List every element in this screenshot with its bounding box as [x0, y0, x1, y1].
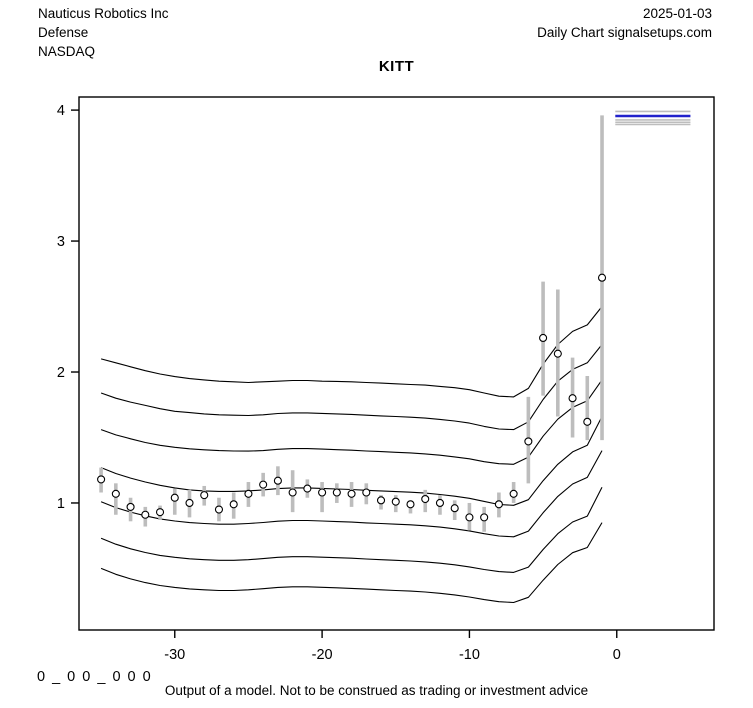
plot-border — [78, 96, 715, 631]
close-price-marker — [170, 493, 179, 502]
disclaimer-text: Output of a model. Not to be construed a… — [164, 683, 589, 698]
x-tick-label: -30 — [164, 647, 185, 663]
close-price-marker — [553, 349, 562, 358]
close-price-marker — [391, 497, 400, 506]
close-price-marker — [318, 488, 327, 497]
close-price-marker — [200, 491, 209, 500]
close-price-marker — [97, 475, 106, 484]
close-price-marker — [244, 489, 253, 498]
close-price-marker — [347, 489, 356, 498]
close-price-marker — [126, 502, 135, 511]
close-price-marker — [435, 498, 445, 508]
close-price-marker — [185, 498, 194, 508]
ticker-title: KITT — [378, 58, 415, 75]
quantile-curve-q-lower-1 — [100, 450, 603, 538]
close-price-marker — [214, 505, 224, 514]
quantile-curve-q-lower-2 — [100, 487, 603, 573]
close-price-marker — [229, 500, 238, 509]
close-price-marker — [509, 489, 518, 498]
close-price-marker — [332, 488, 341, 497]
close-price-marker — [406, 500, 415, 509]
y-tick-label: 2 — [57, 365, 65, 381]
close-price-marker — [421, 494, 430, 504]
quantile-curve-q-upper-1 — [100, 379, 603, 465]
close-price-marker — [362, 488, 371, 497]
x-tick-label: 0 — [613, 647, 621, 663]
close-price-marker — [303, 484, 312, 493]
close-price-marker — [273, 476, 282, 485]
y-tick-label: 1 — [57, 496, 65, 512]
close-price-marker — [524, 437, 533, 446]
quantile-curve-q-lower-3 — [100, 522, 603, 604]
header-right: 2025-01-03 Daily Chart signalsetups.com — [537, 4, 712, 42]
sector-label: Defense — [38, 25, 89, 40]
chart-source: Daily Chart signalsetups.com — [537, 25, 712, 40]
y-tick-label: 3 — [57, 234, 65, 250]
close-price-marker — [450, 504, 459, 513]
chart-date: 2025-01-03 — [642, 6, 712, 21]
close-price-marker — [568, 394, 577, 403]
close-price-marker — [259, 480, 268, 489]
quantile-curve-q-upper-3 — [100, 306, 603, 398]
model-flags: 0 _ 0 0 _ 0 0 0 — [37, 669, 153, 685]
close-price-marker — [111, 489, 120, 498]
close-price-marker — [141, 510, 150, 519]
close-price-marker — [155, 508, 165, 517]
close-price-marker — [465, 513, 474, 522]
company-name: Nauticus Robotics Inc — [38, 6, 169, 21]
close-price-marker — [480, 513, 489, 522]
close-price-marker — [539, 333, 548, 343]
close-price-marker — [583, 417, 592, 426]
x-tick-label: -20 — [312, 647, 333, 663]
header-left: Nauticus Robotics Inc Defense NASDAQ — [38, 4, 169, 61]
close-price-marker — [597, 273, 607, 282]
close-price-marker — [376, 496, 386, 505]
x-tick-label: -10 — [459, 647, 480, 663]
close-price-marker — [494, 500, 503, 509]
exchange-label: NASDAQ — [38, 44, 96, 59]
close-price-marker — [288, 488, 297, 497]
quantile-curve-q-upper-2 — [100, 344, 603, 431]
y-tick-label: 4 — [57, 103, 65, 119]
